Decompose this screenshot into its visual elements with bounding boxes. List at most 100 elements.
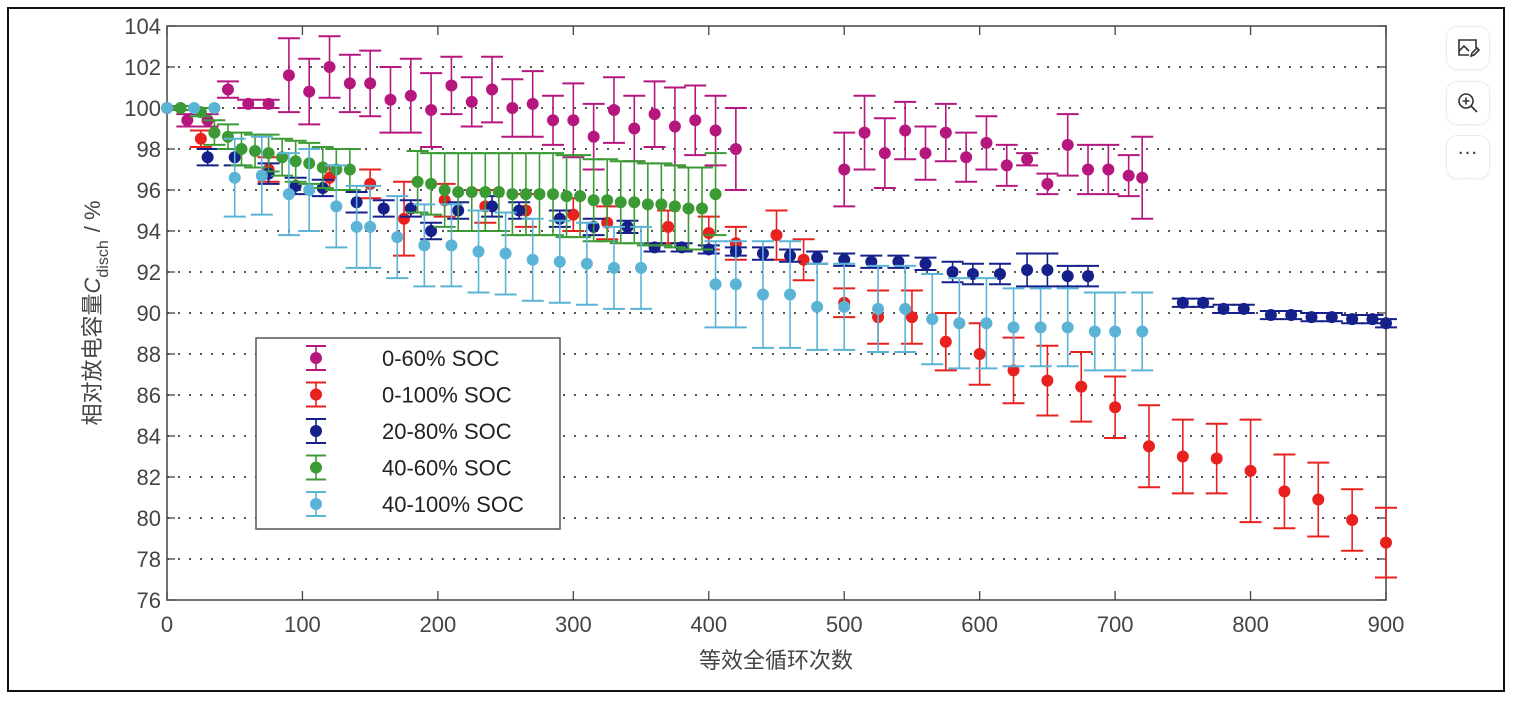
data-point [1075,380,1088,393]
data-point [662,220,675,233]
legend-item: 0-100% SOC [306,381,512,408]
data-point [1041,177,1054,190]
data-point [560,190,573,203]
data-point [1122,169,1135,182]
data-point [1082,270,1095,283]
data-point [1176,450,1189,463]
data-point [1021,263,1034,276]
data-point [1346,313,1359,326]
data-point [438,184,451,196]
data-point [533,188,546,201]
x-tick-label: 300 [555,612,592,637]
data-point [1041,263,1054,276]
data-point [641,198,654,211]
x-tick-label: 100 [284,612,321,637]
data-point [262,147,275,160]
data-point [1244,464,1257,477]
data-point [1380,536,1392,549]
data-point [377,202,390,215]
data-point [668,200,681,213]
data-point [526,97,539,110]
data-point [709,278,722,291]
data-point [946,266,959,278]
data-point [499,247,512,260]
data-point [506,188,519,201]
data-point [201,151,214,164]
data-point [1305,311,1318,324]
legend-label: 20-80% SOC [382,419,512,444]
data-point [316,161,329,174]
more-options-button[interactable]: ··· [1447,136,1489,178]
data-point [526,253,539,266]
y-tick-label: 76 [137,588,161,613]
data-point [1088,325,1101,338]
legend-label: 0-100% SOC [382,383,512,408]
data-point [1312,493,1325,506]
data-point [1237,302,1250,315]
data-point [587,194,600,207]
legend-item: 40-60% SOC [306,454,512,481]
data-point [1197,296,1210,309]
y-axis-label: 相对放电容量Cdisch / % [80,200,112,425]
data-point [445,239,458,252]
data-point [1285,309,1298,322]
data-point [343,163,356,176]
data-point [899,124,912,137]
data-point [235,143,248,155]
y-tick-label: 96 [137,178,161,203]
y-tick-label: 86 [137,383,161,408]
y-tick-label: 82 [137,465,161,490]
data-point [648,241,661,254]
data-point [506,102,519,114]
edit-image-button[interactable] [1447,27,1489,69]
data-point [872,302,885,315]
data-point [1210,452,1223,465]
x-tick-label: 600 [961,612,998,637]
data-point [865,255,878,268]
data-point [194,132,207,145]
data-point [547,188,560,201]
data-point [926,313,939,326]
data-point [1041,374,1054,387]
data-point [303,85,316,98]
data-point [1082,163,1095,176]
data-point [770,229,783,242]
axes-layer: 76 78 80 82 84 86 88 90 92 94 96 98 100 102 104 0 100 200… [124,14,1404,637]
data-point [161,102,173,114]
data-point [1264,309,1277,322]
x-tick-label: 500 [826,612,863,637]
legend-marker [310,388,322,401]
data-point [418,239,431,252]
data-point [614,196,627,209]
data-point [404,89,417,102]
y-axis-label-unit: / % [80,200,105,232]
x-axis-label: 等效全循环次数 [699,649,853,674]
data-point [364,77,377,90]
y-tick-label: 100 [124,96,161,121]
zoom-in-button[interactable] [1447,82,1489,124]
y-tick-label: 78 [137,547,161,572]
data-point [228,171,241,184]
y-axis-label-main: 相对放电容量 [81,294,106,426]
data-point [255,169,268,182]
data-point [1136,325,1149,338]
svg-text:相对放电容量Cdisch/ %: 相对放电容量Cdisch / % [80,200,112,425]
data-point [289,155,302,168]
data-point [303,184,316,196]
data-point [696,202,709,215]
data-point [364,220,377,233]
y-tick-label: 98 [137,137,161,162]
x-tick-label: 0 [161,612,173,637]
data-point [384,93,397,106]
data-point [899,302,912,315]
y-tick-label: 88 [137,342,161,367]
data-point [486,83,499,96]
x-tick-label: 200 [420,612,457,637]
x-tick-label: 400 [690,612,727,637]
legend-marker [310,425,322,437]
data-point [905,311,918,324]
data-point [519,188,532,201]
y-tick-label: 90 [137,301,161,326]
data-point [973,348,986,360]
